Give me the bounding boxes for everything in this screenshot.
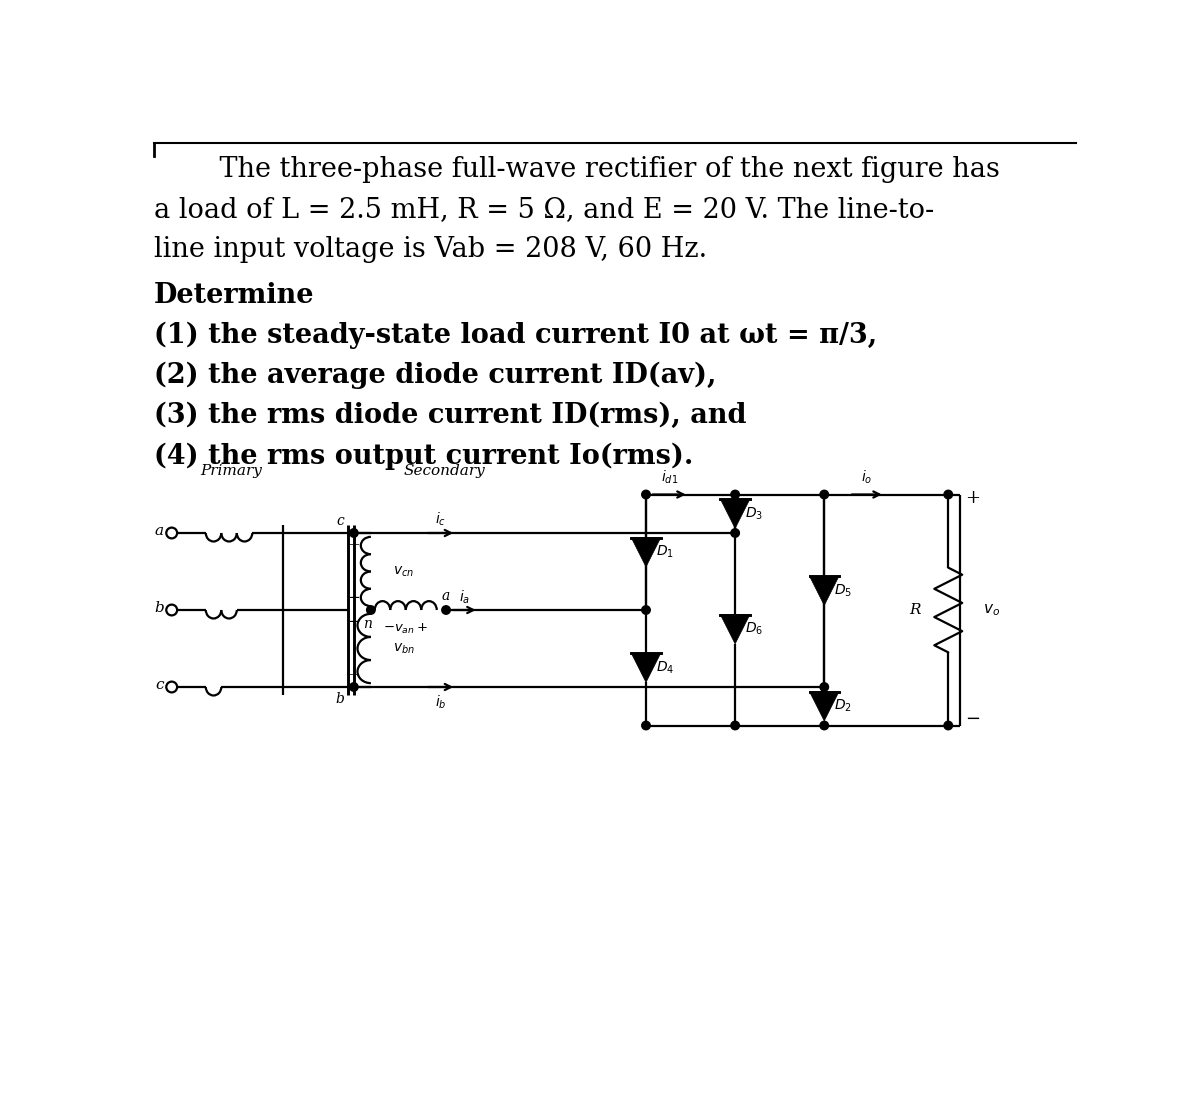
Text: −: − [965, 711, 980, 728]
Text: +: + [348, 537, 360, 551]
Text: $- v_{an} +$: $- v_{an} +$ [383, 622, 428, 636]
Text: +: + [348, 669, 360, 683]
Circle shape [642, 491, 650, 498]
Text: $i_c$: $i_c$ [436, 511, 446, 528]
Text: $v_{cn}$: $v_{cn}$ [392, 565, 414, 579]
Text: b: b [336, 692, 344, 706]
Text: $D_6$: $D_6$ [745, 621, 763, 638]
Text: Primary: Primary [200, 464, 263, 478]
Text: −: − [348, 591, 360, 606]
Polygon shape [810, 692, 839, 720]
Text: $D_4$: $D_4$ [656, 660, 674, 676]
Circle shape [642, 606, 650, 614]
Circle shape [731, 722, 739, 729]
Circle shape [642, 722, 650, 729]
Text: (3) the rms diode current ID(rms), and: (3) the rms diode current ID(rms), and [154, 402, 746, 429]
Circle shape [820, 722, 828, 729]
Text: a: a [155, 525, 164, 538]
Polygon shape [810, 576, 839, 606]
Circle shape [349, 683, 358, 692]
Polygon shape [720, 614, 750, 644]
Text: $i_{d1}$: $i_{d1}$ [661, 469, 678, 486]
Circle shape [349, 529, 358, 537]
Text: −: − [348, 614, 360, 629]
Text: R: R [910, 603, 922, 617]
Text: +: + [965, 490, 980, 507]
Circle shape [442, 606, 450, 614]
Text: (4) the rms output current Io(rms).: (4) the rms output current Io(rms). [154, 442, 694, 470]
Text: $D_3$: $D_3$ [745, 506, 763, 522]
Text: (1) the steady-state load current I0 at ωt = π/3,: (1) the steady-state load current I0 at … [154, 322, 877, 349]
Circle shape [820, 683, 828, 692]
Text: b: b [155, 601, 164, 615]
Circle shape [944, 491, 953, 498]
Text: n: n [362, 617, 372, 631]
Text: $i_a$: $i_a$ [460, 588, 470, 606]
Text: Secondary: Secondary [403, 464, 485, 478]
Text: $D_1$: $D_1$ [656, 544, 674, 560]
Text: $i_o$: $i_o$ [862, 469, 872, 486]
Text: $v_o$: $v_o$ [983, 602, 1000, 618]
Text: $v_{bn}$: $v_{bn}$ [392, 641, 414, 655]
Circle shape [731, 529, 739, 537]
Text: c: c [336, 515, 343, 528]
Text: $D_5$: $D_5$ [834, 582, 852, 599]
Polygon shape [631, 538, 661, 567]
Text: c: c [155, 678, 163, 693]
Circle shape [820, 491, 828, 498]
Polygon shape [720, 499, 750, 528]
Polygon shape [631, 653, 661, 683]
Circle shape [944, 722, 953, 729]
Circle shape [367, 606, 376, 614]
Circle shape [731, 491, 739, 498]
Text: The three-phase full-wave rectifier of the next figure has: The three-phase full-wave rectifier of t… [185, 156, 1000, 182]
Text: $D_2$: $D_2$ [834, 698, 852, 715]
Text: a load of L = 2.5 mH, R = 5 Ω, and E = 20 V. The line-to-: a load of L = 2.5 mH, R = 5 Ω, and E = 2… [154, 196, 934, 223]
Text: $i_b$: $i_b$ [434, 694, 446, 712]
Text: (2) the average diode current ID(av),: (2) the average diode current ID(av), [154, 362, 716, 389]
Text: Determine: Determine [154, 282, 314, 309]
Text: a: a [442, 589, 450, 603]
Text: line input voltage is Vab = 208 V, 60 Hz.: line input voltage is Vab = 208 V, 60 Hz… [154, 235, 707, 263]
